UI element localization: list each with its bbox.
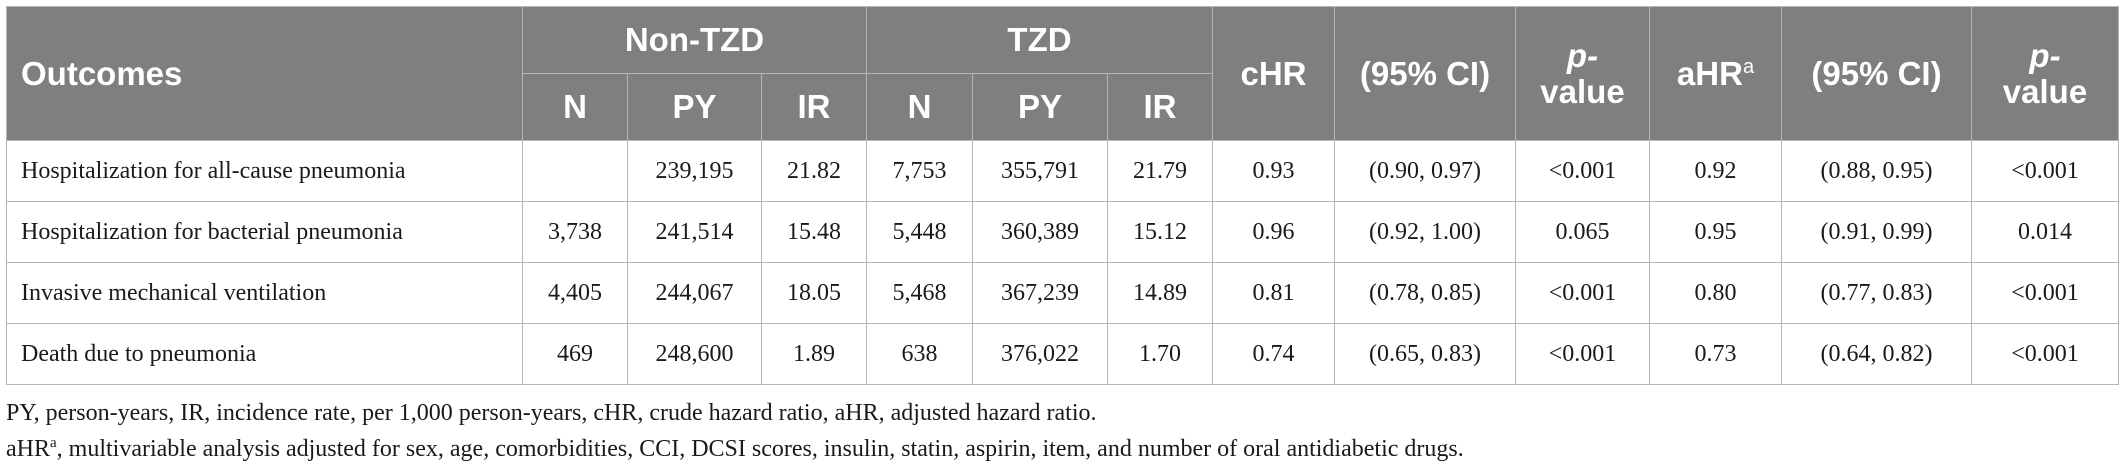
- header-ahr-label: aHR: [1676, 54, 1743, 92]
- table-row: Invasive mechanical ventilation 4,405 24…: [6, 262, 2119, 324]
- header-non-tzd-ir: IR: [761, 73, 867, 141]
- header-pvalue-adjusted-value: value: [2002, 72, 2088, 110]
- header-pvalue-crude-p: p-: [1566, 36, 1599, 74]
- results-table-container: Outcomes Non-TZD TZD cHR (95% CI) p- val…: [6, 6, 2119, 467]
- table-row: Hospitalization for all-cause pneumonia …: [6, 140, 2119, 202]
- ahr-cell: 0.80: [1649, 262, 1782, 324]
- tzd-ir-cell: 15.12: [1107, 201, 1213, 263]
- outcome-cell: Hospitalization for bacterial pneumonia: [6, 201, 523, 263]
- ahr-pvalue-cell: 0.014: [1971, 201, 2119, 263]
- chr-ci-cell: (0.92, 1.00): [1334, 201, 1516, 263]
- ahr-pvalue-cell: <0.001: [1971, 140, 2119, 202]
- ahr-pvalue-cell: <0.001: [1971, 262, 2119, 324]
- outcome-cell: Hospitalization for all-cause pneumonia: [6, 140, 523, 202]
- non-tzd-ir-cell: 15.48: [761, 201, 867, 263]
- tzd-n-cell: 5,448: [866, 201, 973, 263]
- ahr-ci-cell: (0.64, 0.82): [1781, 323, 1972, 385]
- ahr-ci-cell: (0.91, 0.99): [1781, 201, 1972, 263]
- ahr-cell: 0.73: [1649, 323, 1782, 385]
- header-outcomes: Outcomes: [6, 6, 523, 141]
- header-group-non-tzd: Non-TZD: [522, 6, 867, 74]
- ahr-pvalue-cell: <0.001: [1971, 323, 2119, 385]
- ahr-ci-cell: (0.88, 0.95): [1781, 140, 1972, 202]
- chr-pvalue-cell: <0.001: [1515, 140, 1650, 202]
- ahr-cell: 0.92: [1649, 140, 1782, 202]
- tzd-py-cell: 367,239: [972, 262, 1108, 324]
- header-ahr-superscript: a: [1742, 55, 1755, 78]
- tzd-n-cell: 7,753: [866, 140, 973, 202]
- chr-cell: 0.93: [1212, 140, 1335, 202]
- tzd-ir-cell: 14.89: [1107, 262, 1213, 324]
- non-tzd-ir-cell: 1.89: [761, 323, 867, 385]
- non-tzd-py-cell: 241,514: [627, 201, 762, 263]
- tzd-n-cell: 5,468: [866, 262, 973, 324]
- header-pvalue-crude: p- value: [1515, 6, 1650, 141]
- chr-cell: 0.96: [1212, 201, 1335, 263]
- header-non-tzd-n: N: [522, 73, 628, 141]
- non-tzd-ir-cell: 18.05: [761, 262, 867, 324]
- tzd-ir-cell: 21.79: [1107, 140, 1213, 202]
- non-tzd-n-cell: 469: [522, 323, 628, 385]
- chr-pvalue-cell: <0.001: [1515, 262, 1650, 324]
- outcome-cell: Death due to pneumonia: [6, 323, 523, 385]
- header-tzd-ir: IR: [1107, 73, 1213, 141]
- header-pvalue-adjusted: p- value: [1971, 6, 2119, 141]
- results-table: Outcomes Non-TZD TZD cHR (95% CI) p- val…: [6, 6, 2119, 385]
- footnote-adjustment-text: , multivariable analysis adjusted for se…: [56, 436, 1464, 462]
- non-tzd-py-cell: 239,195: [627, 140, 762, 202]
- tzd-py-cell: 355,791: [972, 140, 1108, 202]
- header-ci-adjusted: (95% CI): [1781, 6, 1972, 141]
- header-chr: cHR: [1212, 6, 1335, 141]
- header-tzd-py: PY: [972, 73, 1108, 141]
- header-non-tzd-py: PY: [627, 73, 762, 141]
- table-row: Hospitalization for bacterial pneumonia …: [6, 201, 2119, 263]
- footnote-ahr-label: aHR: [6, 436, 50, 462]
- table-row: Death due to pneumonia 469 248,600 1.89 …: [6, 323, 2119, 385]
- header-group-tzd: TZD: [866, 6, 1213, 74]
- footnote-adjustment: aHRa, multivariable analysis adjusted fo…: [6, 431, 2118, 467]
- chr-ci-cell: (0.90, 0.97): [1334, 140, 1516, 202]
- header-row-top: Outcomes Non-TZD TZD cHR (95% CI) p- val…: [6, 6, 2119, 141]
- non-tzd-n-cell: 4,405: [522, 262, 628, 324]
- header-tzd-n: N: [866, 73, 973, 141]
- non-tzd-n-cell: 3,738: [522, 201, 628, 263]
- ahr-cell: 0.95: [1649, 201, 1782, 263]
- chr-pvalue-cell: <0.001: [1515, 323, 1650, 385]
- header-pvalue-adjusted-p: p-: [2029, 36, 2061, 74]
- tzd-ir-cell: 1.70: [1107, 323, 1213, 385]
- non-tzd-n-cell: [522, 140, 628, 202]
- header-pvalue-crude-value: value: [1540, 72, 1625, 110]
- header-row-sub: N PY IR N PY IR: [7, 73, 2119, 141]
- footnote-ahr-superscript: a: [50, 435, 57, 451]
- non-tzd-ir-cell: 21.82: [761, 140, 867, 202]
- chr-pvalue-cell: 0.065: [1515, 201, 1650, 263]
- tzd-py-cell: 360,389: [972, 201, 1108, 263]
- tzd-n-cell: 638: [866, 323, 973, 385]
- header-ci-crude: (95% CI): [1334, 6, 1516, 141]
- chr-cell: 0.74: [1212, 323, 1335, 385]
- ahr-ci-cell: (0.77, 0.83): [1781, 262, 1972, 324]
- tzd-py-cell: 376,022: [972, 323, 1108, 385]
- non-tzd-py-cell: 244,067: [627, 262, 762, 324]
- chr-ci-cell: (0.65, 0.83): [1334, 323, 1516, 385]
- footnote-abbreviations: PY, person-years, IR, incidence rate, pe…: [6, 400, 1097, 426]
- table-footnotes: PY, person-years, IR, incidence rate, pe…: [6, 395, 2118, 467]
- header-ahr: aHRa: [1649, 6, 1782, 141]
- outcome-cell: Invasive mechanical ventilation: [6, 262, 523, 324]
- chr-cell: 0.81: [1212, 262, 1335, 324]
- chr-ci-cell: (0.78, 0.85): [1334, 262, 1516, 324]
- non-tzd-py-cell: 248,600: [627, 323, 762, 385]
